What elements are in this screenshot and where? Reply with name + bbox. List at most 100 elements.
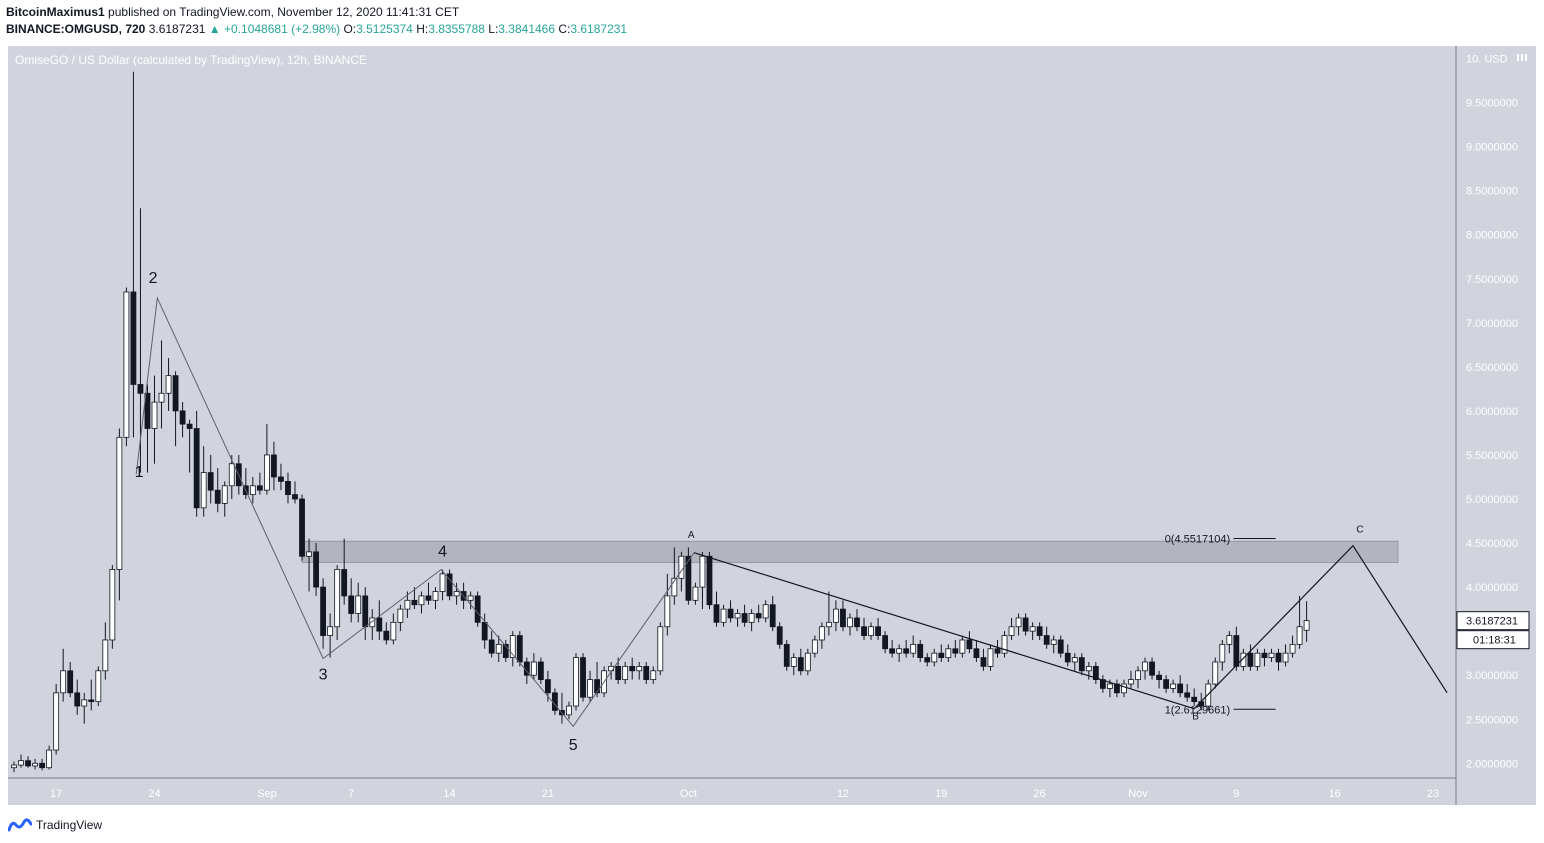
- author-name[interactable]: BitcoinMaximus1: [6, 5, 105, 19]
- candle: [1043, 626, 1050, 649]
- candle-body: [509, 635, 516, 658]
- candle-body: [896, 648, 903, 654]
- candle-body: [1233, 635, 1240, 667]
- candle-body: [263, 454, 270, 491]
- candle-body: [678, 555, 685, 579]
- resistance-zone-box: [301, 540, 1399, 563]
- candle: [1022, 613, 1029, 636]
- high-label: H:: [416, 22, 429, 36]
- candle: [1085, 661, 1092, 680]
- candle: [664, 573, 671, 636]
- candle-body: [1184, 692, 1191, 698]
- candle-body: [467, 595, 474, 601]
- candle-body: [594, 679, 600, 694]
- candle: [1296, 595, 1303, 649]
- candle: [692, 582, 699, 605]
- candle: [418, 591, 425, 614]
- candle: [587, 670, 593, 702]
- time-tick-label: Oct: [680, 788, 697, 800]
- candle: [446, 569, 453, 601]
- candle: [109, 565, 116, 649]
- candle: [868, 622, 874, 640]
- candle-body: [1064, 652, 1071, 663]
- time-tick-label: 26: [1034, 788, 1046, 800]
- candle-body: [811, 639, 818, 654]
- time-axis[interactable]: [8, 778, 1456, 805]
- candle-body: [1015, 617, 1022, 628]
- candle: [334, 565, 341, 640]
- wave-label: C: [1356, 524, 1363, 535]
- settings-icon: [1517, 54, 1527, 61]
- candle: [1303, 601, 1310, 642]
- candle: [1275, 648, 1282, 671]
- time-axis-labels: 17 24 Sep 7 14 21 Oct 12 19 26 Nov 9 16 23: [50, 788, 1439, 800]
- candle-body: [130, 291, 137, 385]
- candle-body: [67, 670, 74, 694]
- candle: [432, 587, 439, 610]
- candle-body: [994, 648, 1001, 654]
- candle: [186, 419, 193, 473]
- candle: [685, 547, 692, 605]
- candle: [502, 639, 509, 662]
- time-tick-label: Nov: [1128, 788, 1148, 800]
- candle: [840, 600, 846, 632]
- candle: [214, 468, 221, 513]
- candle: [755, 604, 762, 623]
- publish-info: BitcoinMaximus1 published on TradingView…: [6, 5, 459, 19]
- candle: [924, 653, 931, 667]
- candle: [994, 639, 1001, 658]
- candle: [1142, 657, 1148, 680]
- candle: [299, 494, 305, 561]
- candle: [1233, 626, 1240, 671]
- candle: [369, 609, 376, 640]
- candle-body: [889, 648, 896, 654]
- candle: [1071, 653, 1078, 671]
- time-tick-label: Sep: [257, 788, 277, 800]
- candle-body: [221, 485, 228, 504]
- candle-body: [840, 608, 846, 628]
- candle-body: [1029, 626, 1036, 632]
- candle-body: [488, 639, 495, 654]
- price-tick-label: 7.5000000: [1466, 274, 1518, 286]
- candle: [762, 600, 769, 623]
- candle-body: [629, 665, 636, 672]
- price-axis[interactable]: [1456, 46, 1536, 805]
- candle-body: [783, 643, 790, 667]
- candle: [1268, 648, 1275, 662]
- candle: [1050, 635, 1057, 654]
- candle-body: [833, 608, 839, 623]
- wave-label: 5: [569, 737, 578, 754]
- candle: [130, 71, 137, 438]
- tradingview-logo-icon[interactable]: [8, 818, 32, 832]
- candle-body: [643, 665, 650, 681]
- candle: [636, 661, 643, 680]
- candle-body: [748, 613, 755, 623]
- candle-body: [868, 626, 874, 636]
- candle-body: [228, 463, 235, 487]
- candle: [1078, 653, 1085, 676]
- candle-body: [200, 472, 207, 509]
- open-value: 3.5125374: [356, 22, 413, 36]
- candle-body: [151, 401, 158, 429]
- candle-body: [418, 595, 425, 606]
- candle-body: [88, 699, 95, 703]
- candle: [713, 591, 720, 627]
- candle-body: [973, 648, 980, 658]
- published-text: published on TradingView.com, November 1…: [108, 5, 460, 19]
- candle-body: [1043, 635, 1050, 645]
- tradingview-brand[interactable]: TradingView: [36, 818, 103, 832]
- plot-area[interactable]: [8, 46, 1456, 805]
- candle: [516, 631, 523, 667]
- candle-body: [502, 643, 509, 658]
- candle-body: [1303, 620, 1310, 631]
- candle-body: [741, 613, 748, 623]
- candle-body: [671, 577, 678, 597]
- candle: [811, 635, 818, 658]
- close-value: 3.6187231: [570, 22, 628, 36]
- candle-body: [1170, 683, 1177, 689]
- candle-body: [432, 591, 439, 601]
- candle-body: [18, 760, 24, 766]
- candle-body: [1142, 661, 1148, 672]
- candle-body: [966, 639, 973, 650]
